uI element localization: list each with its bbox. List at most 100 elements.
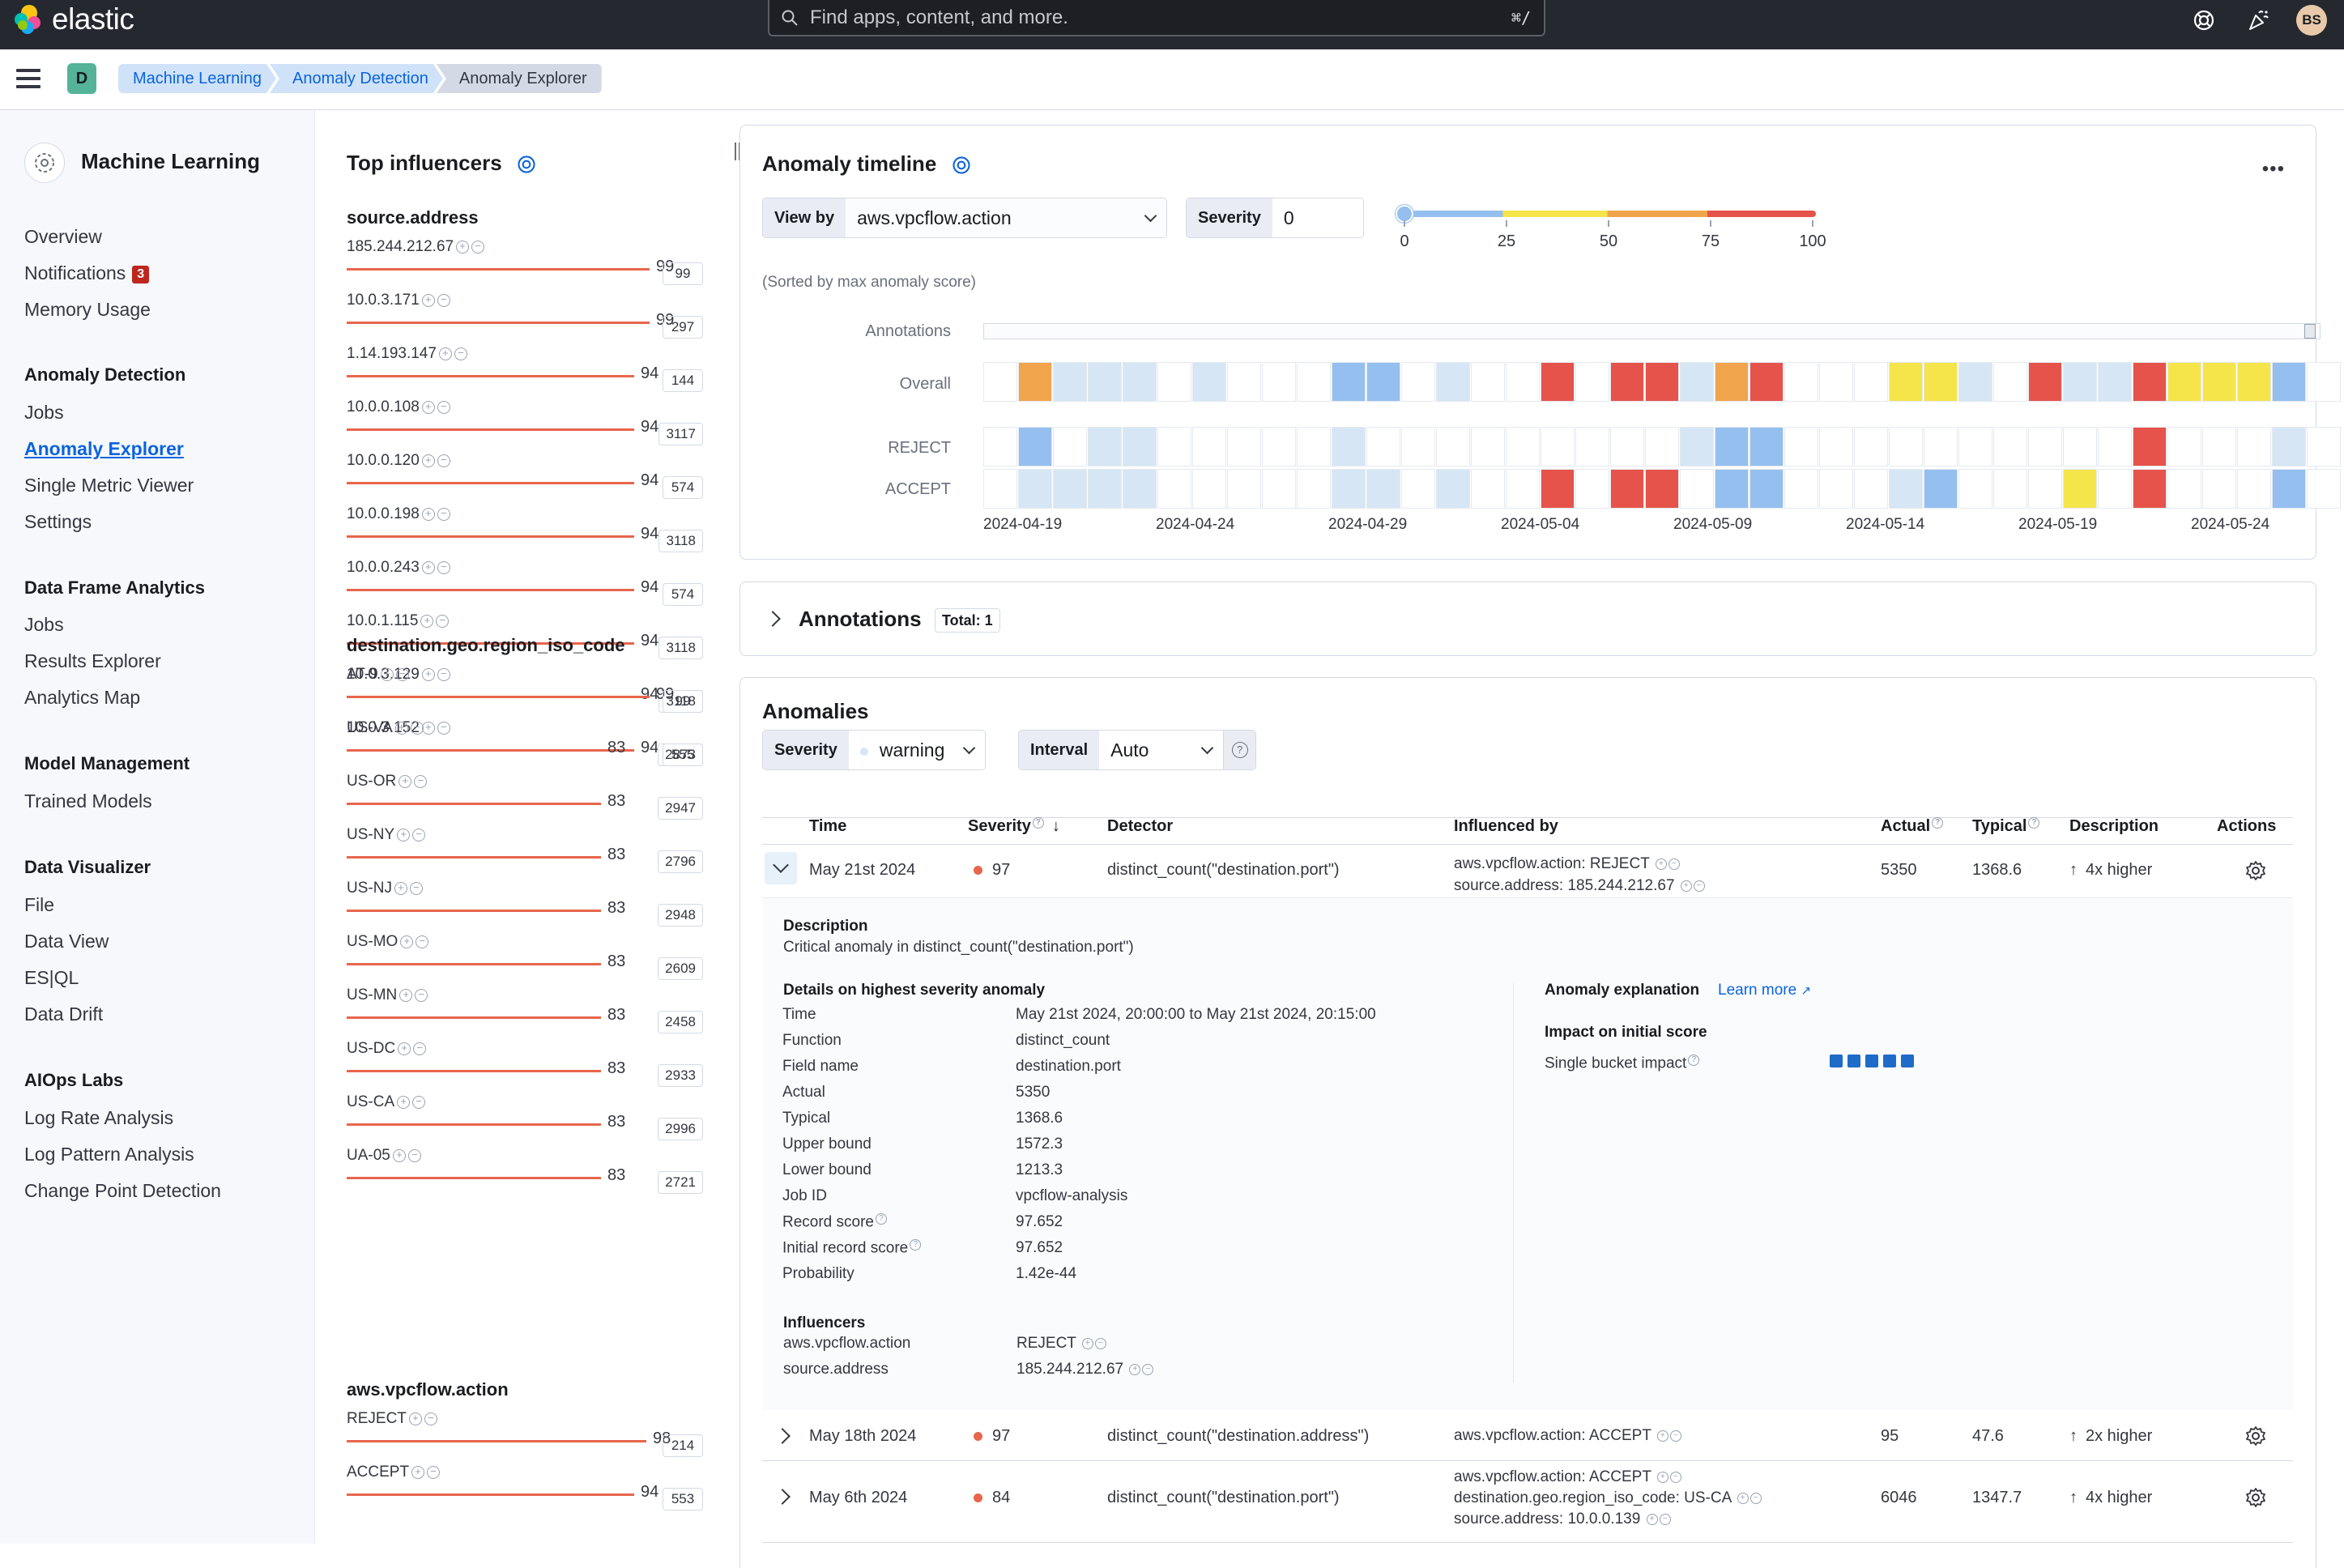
remove-filter-icon[interactable]: − xyxy=(437,293,450,307)
menu-toggle-icon[interactable] xyxy=(16,69,40,90)
severity-filter-select[interactable]: Severity warning xyxy=(762,730,986,770)
heatmap-cell[interactable] xyxy=(1192,469,1226,509)
heatmap-cell[interactable] xyxy=(1819,427,1853,467)
news-button[interactable] xyxy=(2243,5,2274,36)
heatmap-cell[interactable] xyxy=(2307,469,2341,509)
user-avatar[interactable]: BS xyxy=(2296,5,2327,36)
heatmap-cell[interactable] xyxy=(1506,427,1540,467)
table-row[interactable]: May 6th 2024 84 distinct_count("destinat… xyxy=(762,1462,2293,1543)
sidebar-item-data-drift[interactable]: Data Drift xyxy=(24,1003,104,1025)
heatmap-cell[interactable] xyxy=(2098,427,2132,467)
add-filter-icon[interactable]: + xyxy=(420,614,434,628)
remove-filter-icon[interactable]: − xyxy=(437,560,450,574)
heatmap-cell[interactable] xyxy=(1715,362,1749,402)
heatmap-cell[interactable] xyxy=(2272,427,2306,467)
heatmap-cell[interactable] xyxy=(2237,362,2271,402)
add-filter-icon[interactable]: + xyxy=(421,667,435,681)
heatmap-cell[interactable] xyxy=(1088,469,1122,509)
heatmap-cell[interactable] xyxy=(1332,427,1366,467)
add-filter-icon[interactable]: + xyxy=(1081,1337,1093,1349)
add-filter-icon[interactable]: + xyxy=(408,1412,422,1425)
add-filter-icon[interactable]: + xyxy=(397,1095,411,1109)
remove-filter-icon[interactable]: − xyxy=(414,774,428,788)
heatmap-cell[interactable] xyxy=(1297,362,1331,402)
sidebar-item-dfa-jobs[interactable]: Jobs xyxy=(24,614,64,635)
heatmap-cell[interactable] xyxy=(2028,469,2062,509)
heatmap-cell[interactable] xyxy=(2063,427,2097,467)
remove-filter-icon[interactable]: − xyxy=(1693,880,1705,892)
heatmap-cell[interactable] xyxy=(1471,469,1505,509)
add-filter-icon[interactable]: + xyxy=(1656,1471,1669,1483)
sidebar-item-notifications[interactable]: Notifications 3 xyxy=(24,262,150,284)
heatmap-cell[interactable] xyxy=(1924,362,1958,402)
add-filter-icon[interactable]: + xyxy=(1129,1363,1141,1375)
heatmap-cell[interactable] xyxy=(1889,427,1923,467)
add-filter-icon[interactable]: + xyxy=(421,560,435,574)
interval-select[interactable]: Interval Auto ? xyxy=(1018,730,1256,770)
heatmap-cell[interactable] xyxy=(1018,362,1052,402)
heatmap-cell[interactable] xyxy=(1889,469,1923,509)
sidebar-item-anomaly-explorer[interactable]: Anomaly Explorer xyxy=(24,438,184,459)
sidebar-item-single-metric-viewer[interactable]: Single Metric Viewer xyxy=(24,475,194,496)
learn-more-link[interactable]: Learn more ↗ xyxy=(1718,982,1811,999)
add-filter-icon[interactable]: + xyxy=(1680,880,1692,892)
heatmap-cell[interactable] xyxy=(2272,362,2306,402)
heatmap-cell[interactable] xyxy=(1088,427,1122,467)
remove-filter-icon[interactable]: − xyxy=(454,347,467,360)
heatmap-cell[interactable] xyxy=(1854,427,1888,467)
sidebar-item-overview[interactable]: Overview xyxy=(24,226,102,247)
add-filter-icon[interactable]: + xyxy=(411,1465,425,1479)
heatmap-cell[interactable] xyxy=(1262,427,1296,467)
heatmap-cell[interactable] xyxy=(1575,362,1609,402)
heatmap-cell[interactable] xyxy=(1262,362,1296,402)
heatmap-cell[interactable] xyxy=(1192,362,1226,402)
add-filter-icon[interactable]: + xyxy=(380,667,394,681)
heatmap-cell[interactable] xyxy=(1018,469,1052,509)
heatmap-cell[interactable] xyxy=(1157,427,1191,467)
sidebar-item-log-rate-analysis[interactable]: Log Rate Analysis xyxy=(24,1107,174,1128)
gear-icon[interactable] xyxy=(2245,1425,2266,1447)
remove-filter-icon[interactable]: − xyxy=(427,1465,441,1479)
heatmap-cell[interactable] xyxy=(2202,362,2236,402)
heatmap-cell[interactable] xyxy=(1610,362,1644,402)
remove-filter-icon[interactable]: − xyxy=(413,1042,427,1055)
heatmap-cell[interactable] xyxy=(1123,362,1157,402)
heatmap-cell[interactable] xyxy=(2028,427,2062,467)
heatmap-cell[interactable] xyxy=(2063,469,2097,509)
sidebar-item-log-pattern-analysis[interactable]: Log Pattern Analysis xyxy=(24,1144,194,1165)
add-filter-icon[interactable]: + xyxy=(397,828,411,842)
heatmap-cell[interactable] xyxy=(1157,362,1191,402)
remove-filter-icon[interactable]: − xyxy=(437,454,450,467)
heatmap-cell[interactable] xyxy=(2272,469,2306,509)
table-row[interactable]: May 21st 2024 97 distinct_count("destina… xyxy=(762,845,2293,897)
heatmap-cell[interactable] xyxy=(1332,469,1366,509)
heatmap-cell[interactable] xyxy=(2098,362,2132,402)
remove-filter-icon[interactable]: − xyxy=(436,614,450,628)
remove-filter-icon[interactable]: − xyxy=(416,935,429,948)
heatmap-cell[interactable] xyxy=(983,362,1017,402)
heatmap-cell[interactable] xyxy=(1680,427,1714,467)
heatmap-cell[interactable] xyxy=(1088,362,1122,402)
heatmap-cell[interactable] xyxy=(1471,427,1505,467)
elastic-logo[interactable]: elastic xyxy=(11,2,134,37)
heatmap-cell[interactable] xyxy=(1819,362,1853,402)
severity-threshold-field[interactable]: Severity 0 xyxy=(1186,198,1364,238)
add-filter-icon[interactable]: + xyxy=(438,347,452,360)
chevron-right-icon[interactable] xyxy=(774,1428,791,1444)
add-filter-icon[interactable]: + xyxy=(421,454,435,467)
add-filter-icon[interactable]: + xyxy=(1656,1430,1669,1442)
heatmap-cell[interactable] xyxy=(1227,427,1261,467)
remove-filter-icon[interactable]: − xyxy=(437,507,450,521)
heatmap-cell[interactable] xyxy=(1749,427,1784,467)
heatmap-cell[interactable] xyxy=(1645,469,1679,509)
heatmap-cell[interactable] xyxy=(1541,469,1575,509)
remove-filter-icon[interactable]: − xyxy=(1669,1430,1681,1442)
heatmap-cell[interactable] xyxy=(1680,362,1714,402)
heatmap-cell[interactable] xyxy=(1958,362,1992,402)
interval-help-icon[interactable]: ? xyxy=(1224,731,1255,769)
remove-filter-icon[interactable]: − xyxy=(412,828,426,842)
column-header-typical[interactable]: Typical? xyxy=(1972,817,2040,836)
heatmap-cell[interactable] xyxy=(1401,427,1435,467)
add-filter-icon[interactable]: + xyxy=(394,881,407,895)
column-header-detector[interactable]: Detector xyxy=(1107,817,1174,835)
